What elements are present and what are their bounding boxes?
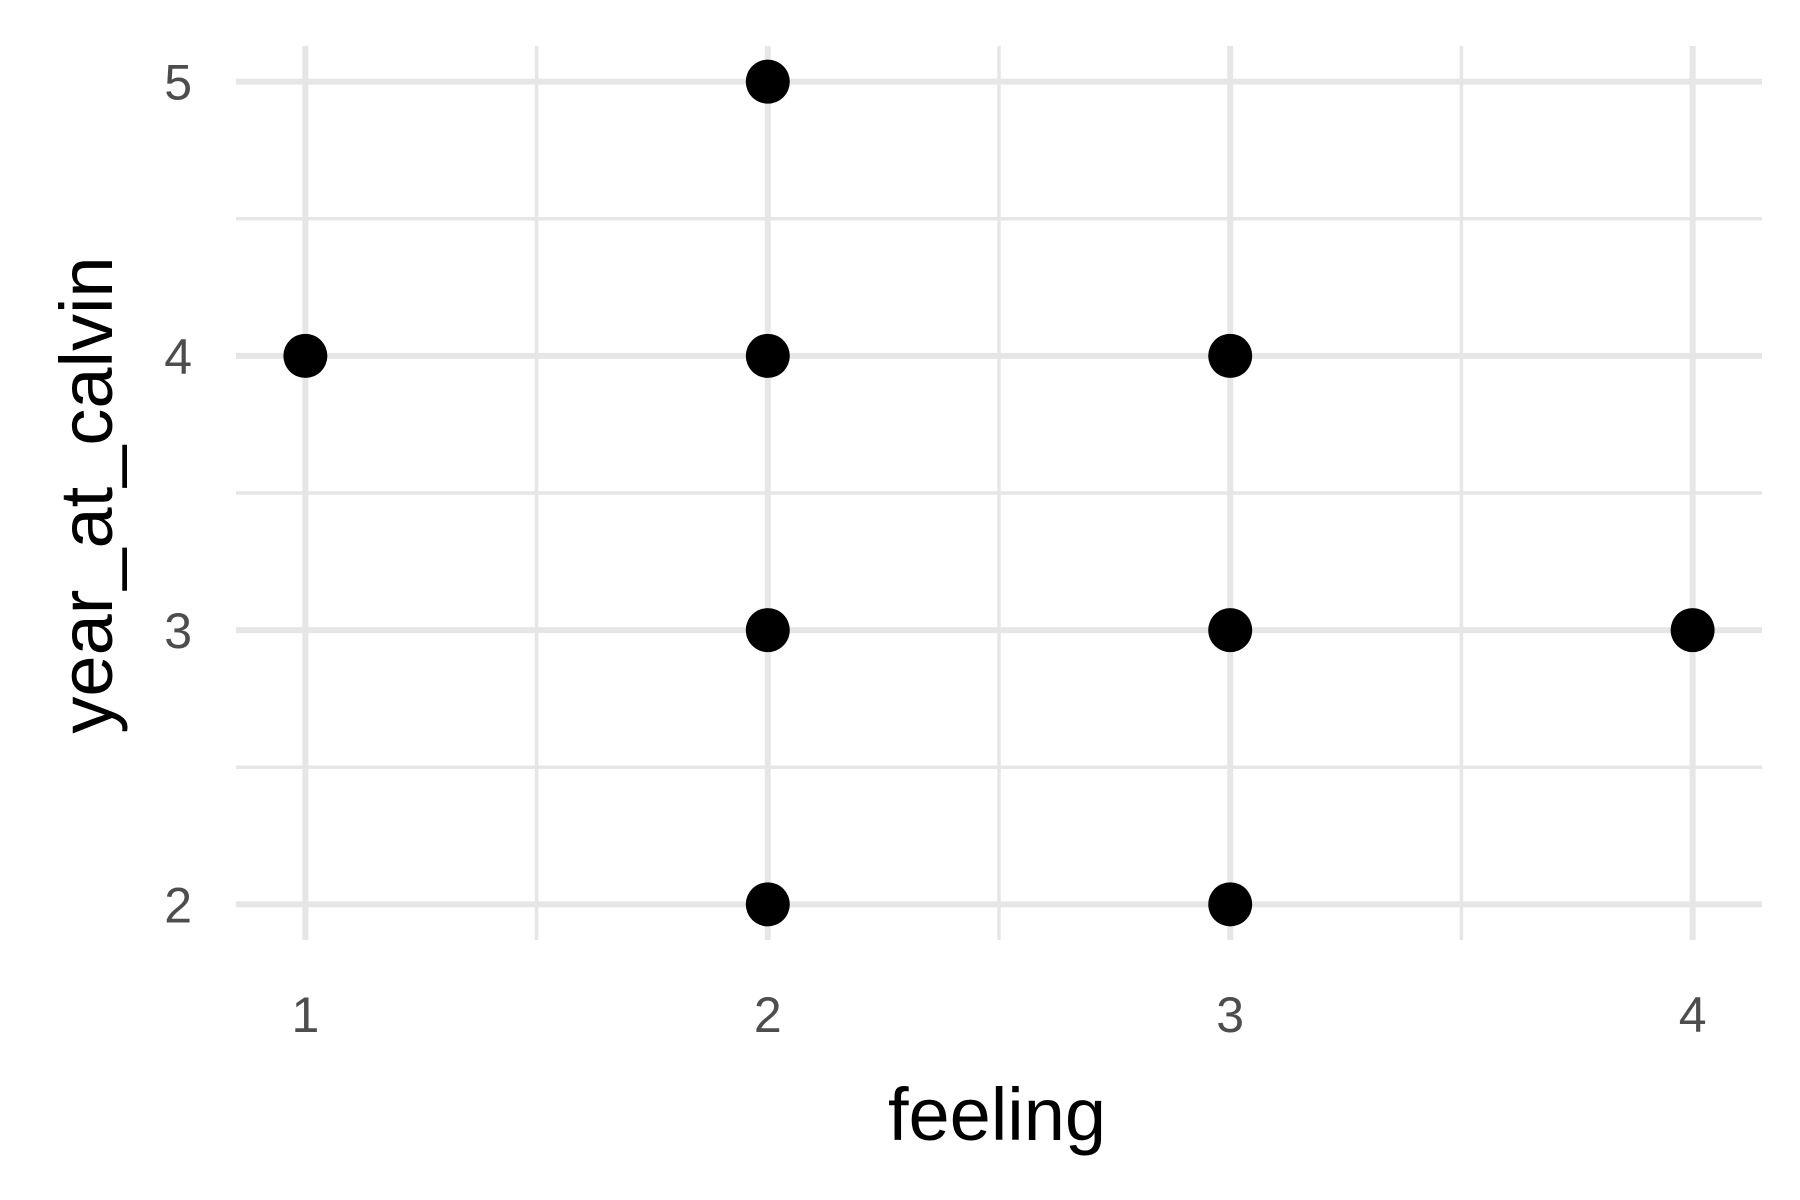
major-gridlines — [236, 46, 1762, 940]
scatter-point — [1670, 608, 1715, 653]
x-tick-label: 2 — [754, 987, 782, 1043]
scatter-point — [745, 608, 790, 653]
x-tick-label: 3 — [1216, 987, 1244, 1043]
scatter-point — [745, 333, 790, 378]
y-axis-tick-labels: 2 3 4 5 — [164, 55, 192, 934]
y-tick-label: 4 — [164, 329, 192, 385]
x-axis-title: feeling — [888, 1073, 1106, 1156]
scatter-point — [745, 59, 790, 104]
x-tick-label: 4 — [1679, 987, 1707, 1043]
y-tick-label: 3 — [164, 603, 192, 659]
minor-gridlines — [236, 46, 1762, 940]
data-points — [283, 59, 1715, 927]
y-tick-label: 2 — [164, 877, 192, 933]
scatter-point — [1208, 333, 1253, 378]
y-axis-title: year_at_calvin — [45, 256, 128, 733]
scatter-point — [745, 882, 790, 927]
x-axis-tick-labels: 1 2 3 4 — [291, 987, 1706, 1043]
x-tick-label: 1 — [291, 987, 319, 1043]
scatter-point — [283, 333, 328, 378]
scatter-point — [1208, 882, 1253, 927]
y-tick-label: 5 — [164, 55, 192, 111]
scatter-point — [1208, 608, 1253, 653]
